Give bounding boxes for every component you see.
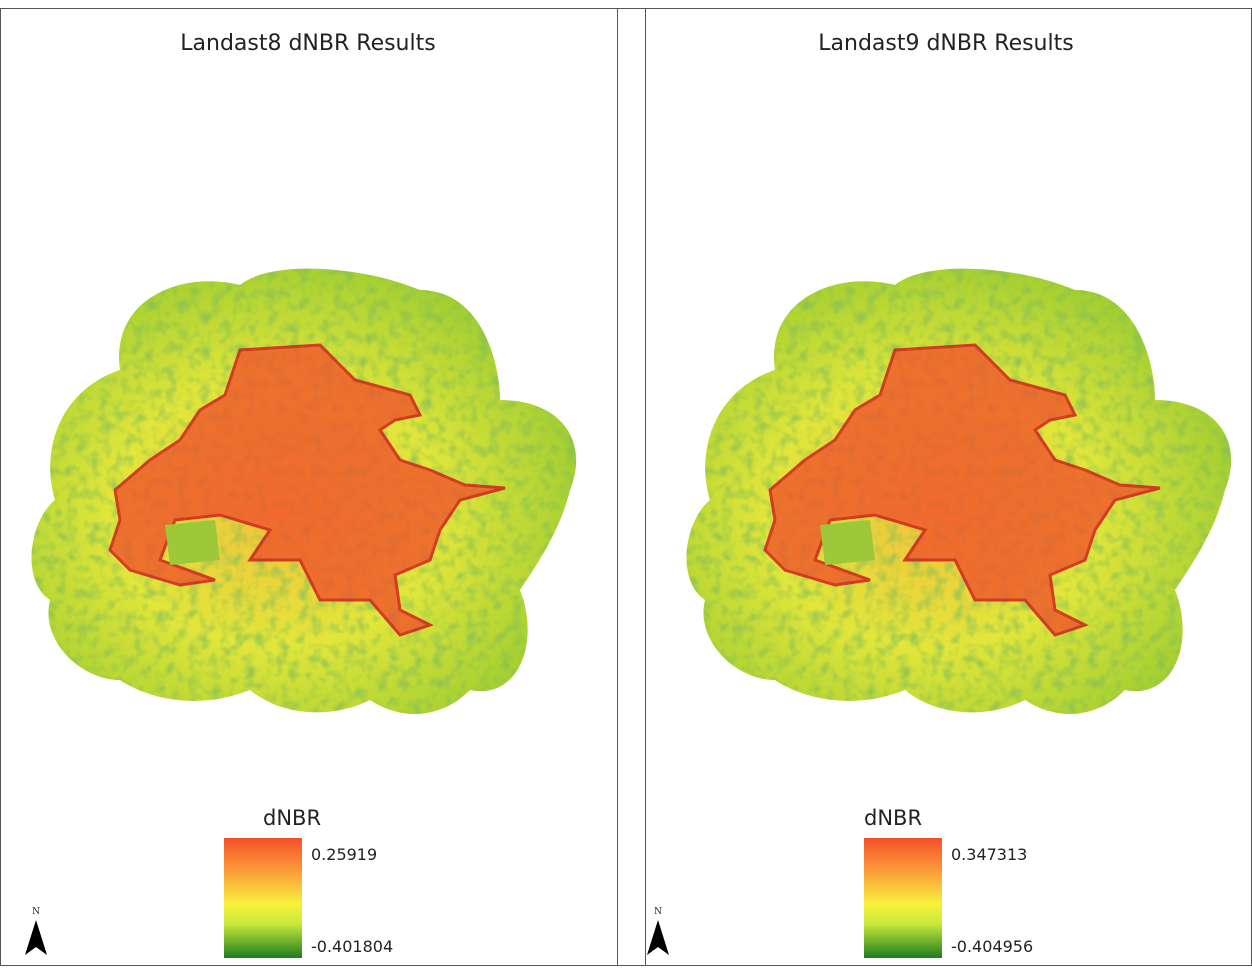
dnbr-map xyxy=(31,269,576,714)
north-arrow xyxy=(647,920,669,955)
panel: Landast8 dNBR Results dNBR 0.25919 -0.40… xyxy=(25,31,576,958)
map-layout: Landast8 dNBR Results dNBR 0.25919 -0.40… xyxy=(0,0,1252,966)
panel-title: Landast8 dNBR Results xyxy=(180,31,435,56)
legend-max: 0.347313 xyxy=(951,845,1027,864)
north-label: N xyxy=(654,907,662,917)
legend-title: dNBR xyxy=(263,806,321,830)
north-arrow xyxy=(25,920,47,955)
dnbr-map xyxy=(686,269,1231,714)
north-label: N xyxy=(32,907,40,917)
legend-min: -0.401804 xyxy=(311,937,393,956)
legend-min: -0.404956 xyxy=(951,937,1033,956)
legend-ramp xyxy=(224,838,302,958)
panel: Landast9 dNBR Results dNBR 0.347313 -0.4… xyxy=(647,31,1231,958)
legend-max: 0.25919 xyxy=(311,845,377,864)
legend-title: dNBR xyxy=(864,806,922,830)
panel-title: Landast9 dNBR Results xyxy=(818,31,1073,56)
legend-ramp xyxy=(864,838,942,958)
